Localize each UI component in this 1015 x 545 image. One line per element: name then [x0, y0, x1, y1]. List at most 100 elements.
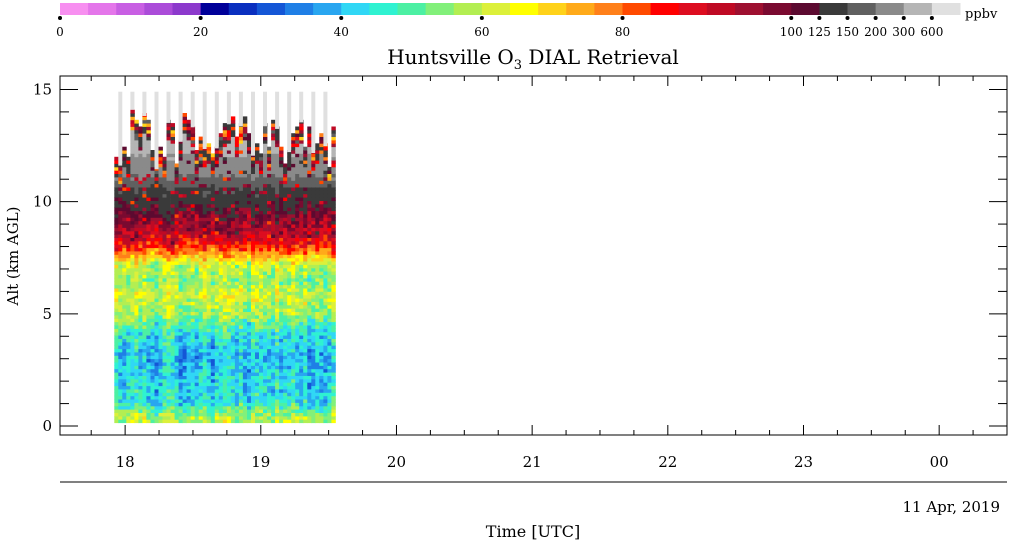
heatmap-cell [174, 244, 179, 249]
heatmap-cell [319, 345, 324, 350]
heatmap-cell [178, 405, 183, 410]
heatmap-cell [138, 197, 143, 201]
heatmap-cell [283, 190, 288, 195]
heatmap-cell [234, 163, 240, 168]
heatmap-cell [206, 267, 212, 272]
heatmap-cell [287, 358, 292, 363]
heatmap-cell [230, 190, 236, 195]
heatmap-cell [142, 183, 147, 188]
heatmap-cell [279, 170, 284, 174]
heatmap-cell [154, 368, 159, 373]
heatmap-cell [138, 291, 143, 296]
heatmap-cell [238, 146, 244, 151]
colorbar-swatch [875, 3, 905, 15]
heatmap-cell [138, 160, 143, 164]
heatmap-cell [218, 399, 224, 403]
heatmap-cell [194, 311, 200, 316]
heatmap-cell [158, 277, 163, 282]
heatmap-cell [295, 133, 300, 137]
heatmap-cell [279, 415, 284, 420]
heatmap-cell [190, 368, 196, 373]
heatmap-cell [271, 183, 276, 188]
heatmap-cell [198, 153, 204, 158]
heatmap-cell [206, 415, 212, 420]
heatmap-cell [323, 163, 328, 168]
heatmap-cell [114, 240, 119, 245]
heatmap-cell [279, 382, 284, 387]
heatmap-cell [150, 254, 155, 259]
heatmap-cell [114, 197, 119, 201]
heatmap-cell [279, 372, 284, 376]
heatmap-cell [259, 304, 264, 309]
heatmap-cell [214, 419, 220, 424]
heatmap-cell [210, 298, 216, 302]
heatmap-cell [331, 399, 336, 403]
heatmap-cell [251, 405, 256, 410]
heatmap-cell [279, 294, 284, 299]
heatmap-cell [238, 348, 244, 353]
heatmap-cell [251, 207, 256, 212]
heatmap-cell [307, 160, 312, 164]
heatmap-cell [206, 298, 212, 302]
heatmap-cell [291, 412, 296, 417]
heatmap-cell [303, 271, 308, 275]
heatmap-cell [331, 254, 336, 259]
heatmap-cell [331, 207, 336, 212]
heatmap-cell [299, 207, 304, 212]
heatmap-cell [327, 291, 332, 296]
heatmap-cell [214, 197, 220, 201]
heatmap-cell [222, 358, 228, 363]
heatmap-cell [122, 170, 127, 174]
heatmap-cell [146, 180, 151, 185]
heatmap-cell [242, 264, 248, 269]
heatmap-cell [267, 352, 272, 356]
heatmap-cell [291, 348, 296, 353]
heatmap-cell [202, 207, 208, 212]
heatmap-cell [238, 217, 244, 222]
heatmap-cell [218, 315, 224, 319]
heatmap-cell [122, 298, 127, 302]
heatmap-cell [194, 244, 200, 249]
heatmap-cell [150, 294, 155, 299]
heatmap-cell [315, 180, 320, 185]
heatmap-cell [255, 183, 260, 188]
heatmap-cell [275, 358, 280, 363]
heatmap-cell [230, 166, 236, 171]
heatmap-cell [178, 281, 183, 286]
heatmap-cell [114, 257, 119, 262]
heatmap-cell [158, 267, 163, 272]
heatmap-cell [255, 291, 260, 296]
heatmap-cell [291, 267, 296, 272]
heatmap-cell [122, 368, 127, 373]
heatmap-cell [142, 126, 147, 131]
heatmap-cell [226, 405, 232, 410]
heatmap-cell [126, 412, 131, 417]
heatmap-cell [327, 234, 332, 238]
heatmap-cell [122, 247, 127, 252]
heatmap-cell [323, 395, 328, 400]
heatmap-cell [327, 237, 332, 242]
heatmap-cell [122, 190, 127, 195]
heatmap-cell [198, 288, 204, 292]
heatmap-cell [150, 325, 155, 329]
heatmap-cell [122, 348, 127, 353]
heatmap-cell [214, 203, 220, 208]
heatmap-cell [142, 288, 147, 292]
heatmap-cell [303, 210, 308, 215]
heatmap-cell [222, 271, 228, 275]
heatmap-cell [275, 368, 280, 373]
heatmap-cell [275, 409, 280, 413]
heatmap-cell [206, 251, 212, 255]
heatmap-cell [275, 419, 280, 424]
heatmap-cell [146, 129, 151, 134]
heatmap-noise-column [118, 91, 123, 166]
heatmap-cell [295, 331, 300, 336]
heatmap-cell [299, 136, 304, 141]
heatmap-cell [323, 240, 328, 245]
heatmap-cell [255, 325, 260, 329]
heatmap-cell [202, 301, 208, 306]
heatmap-cell [130, 254, 135, 259]
heatmap-cell [299, 409, 304, 413]
heatmap-cell [247, 294, 252, 299]
